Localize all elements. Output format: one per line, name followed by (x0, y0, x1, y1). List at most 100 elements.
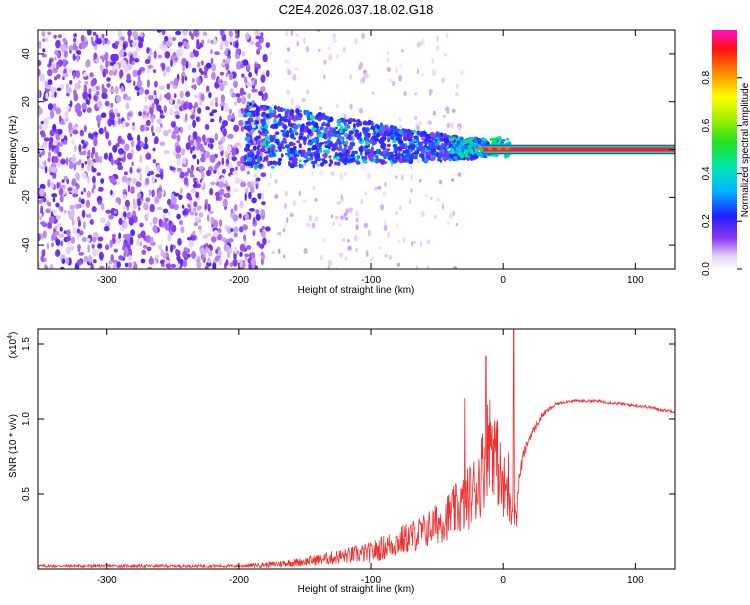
spectrogram-cell (117, 135, 123, 144)
spectrogram-cell (456, 156, 461, 160)
spectrogram-cell (163, 129, 169, 137)
spectrogram-cell (262, 105, 267, 112)
spectrogram-cell (340, 194, 343, 199)
spectrogram-cell (171, 133, 177, 140)
spectrogram-y-ticks: -40 -20 0 20 40 (21, 48, 675, 252)
spectrogram-cell (295, 114, 299, 119)
spectrogram-cell (271, 250, 275, 254)
spectrogram-cell (432, 155, 437, 158)
spectrogram-cell (414, 156, 418, 160)
spectrogram-cell (286, 89, 291, 96)
spectrogram-cell (59, 226, 63, 232)
spectrogram-cell (338, 144, 342, 148)
spectrogram-cell (81, 237, 87, 242)
spectrogram-cell (197, 107, 202, 114)
spectrogram-cell (365, 250, 369, 257)
spectrogram-cell (395, 136, 401, 141)
spectrogram-cell (130, 229, 136, 237)
spectrogram-cell (48, 165, 51, 174)
spectrogram-cell (166, 66, 171, 73)
spectrogram-cell (364, 191, 368, 196)
spectrogram-cell (43, 137, 50, 142)
spectrogram-cell (358, 64, 363, 70)
spectrogram-cell (409, 143, 414, 146)
spectrogram-cell (83, 220, 86, 230)
spectrogram-cell (297, 123, 301, 128)
spectrogram-cell (161, 30, 166, 36)
spectrogram-cell (183, 41, 188, 47)
spectrogram-cell (192, 145, 195, 151)
spectrogram-cell (239, 142, 242, 150)
spectrogram-cell (260, 86, 266, 93)
spectrogram-cell (42, 230, 47, 239)
spectrogram-cell (154, 196, 160, 204)
spectrogram-cell (226, 158, 229, 164)
spectrogram-cell (364, 154, 368, 161)
spectrogram-cell (59, 134, 65, 140)
spectrogram-cell (231, 92, 236, 98)
spectrogram-cell (322, 127, 326, 131)
spectrogram-cell (116, 180, 121, 186)
spectrogram-cell (319, 117, 323, 120)
spectrogram-cell (327, 46, 331, 51)
spectrogram-cell (251, 128, 255, 134)
spectrogram-cell (38, 261, 41, 269)
spectrogram-cell (210, 181, 216, 186)
spectrogram-cell (248, 71, 252, 78)
spectrogram-cell (395, 211, 398, 216)
spectrogram-cell (241, 51, 246, 57)
spectrogram-cell (182, 157, 187, 165)
spectrogram-x-tick-label: -200 (229, 275, 249, 286)
spectrogram-cell (362, 76, 365, 84)
spectrogram-cell (278, 149, 282, 152)
spectrogram-cell (137, 233, 142, 239)
spectrogram-cell (298, 135, 303, 139)
spectrogram-cell (241, 73, 245, 78)
spectrogram-cell (409, 198, 412, 205)
spectrogram-cell (214, 97, 219, 102)
spectrogram-cell (307, 147, 312, 152)
spectrogram-cell (244, 212, 250, 221)
spectrogram-cell (109, 189, 113, 196)
spectrogram-cell (170, 244, 174, 253)
spectrogram-cell (77, 244, 81, 250)
spectrogram-cell (56, 73, 61, 79)
spectrogram-cell (377, 148, 380, 153)
spectrogram-cell (78, 197, 82, 203)
spectrogram-cell (335, 156, 341, 160)
spectrogram-cell (445, 146, 450, 150)
spectrogram-cell (108, 139, 112, 147)
spectrogram-cell (234, 176, 240, 185)
spectrogram-cell (169, 80, 175, 85)
spectrogram-cell (148, 257, 154, 265)
spectrogram-cell (104, 100, 110, 107)
spectrogram-cell (63, 59, 67, 65)
spectrogram-cell (473, 136, 477, 141)
spectrogram-cell (164, 35, 169, 42)
spectrogram-cell (436, 35, 439, 42)
spectrogram-cell (292, 157, 298, 163)
spectrogram-cell (442, 114, 446, 118)
spectrogram-cell (60, 240, 64, 247)
spectrogram-cell (93, 52, 98, 60)
spectrogram-cell (160, 249, 164, 257)
spectrogram-cell (102, 39, 106, 46)
spectrogram-cell (271, 114, 278, 118)
spectrogram-cell (303, 248, 308, 254)
spectrogram-cell (188, 124, 192, 131)
spectrogram-cell (322, 237, 325, 243)
spectrogram-cell (311, 222, 316, 229)
spectrogram-cell (63, 230, 68, 235)
spectrogram-cell (176, 134, 181, 142)
spectrogram-cell (456, 83, 459, 90)
spectrogram-cell (228, 238, 234, 243)
spectrogram-cell (391, 80, 396, 87)
spectrogram-cell (127, 112, 133, 117)
spectrogram-cell (232, 170, 239, 176)
spectrogram-cell (174, 110, 180, 115)
spectrogram-cells (38, 30, 675, 269)
spectrogram-cell (117, 165, 124, 171)
spectrogram-cell (392, 125, 398, 132)
spectrogram-cell (38, 90, 41, 98)
spectrogram-cell (51, 193, 58, 198)
